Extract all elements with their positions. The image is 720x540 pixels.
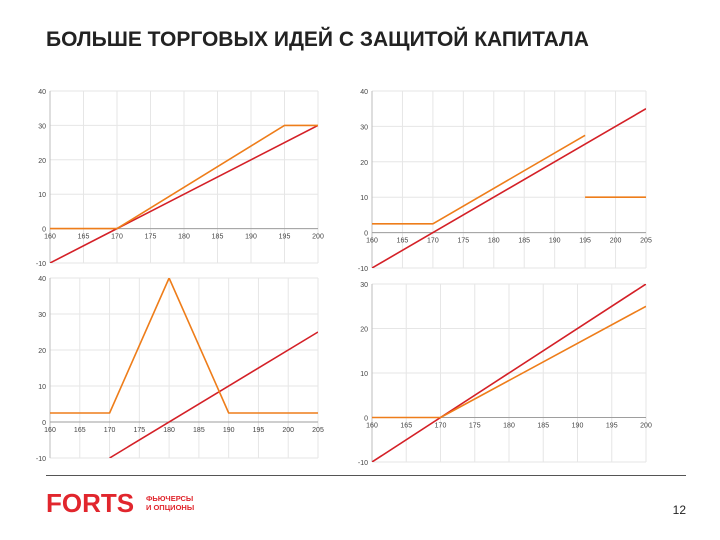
y-tick-label: 0	[42, 227, 46, 234]
x-tick-label: 190	[572, 423, 584, 430]
y-tick-label: 30	[360, 124, 368, 131]
y-tick-label: 10	[38, 192, 46, 199]
y-tick-label: 40	[38, 276, 46, 283]
y-tick-label: 40	[360, 89, 368, 96]
x-tick-label: 160	[366, 423, 378, 430]
x-tick-label: 185	[518, 238, 530, 245]
y-tick-label: 0	[42, 420, 46, 427]
y-tick-label: 10	[360, 371, 368, 378]
logo-tagline-1: ФЬЮЧЕРСЫ	[146, 494, 193, 503]
chart-svg: -10 0 10 20 30 40 160 165 170 175 180 185 190 195 200 2…	[358, 89, 652, 273]
series-line-2	[50, 278, 318, 414]
x-tick-label: 185	[193, 427, 205, 434]
y-tick-label: 20	[38, 158, 46, 165]
series-line-1	[50, 124, 318, 263]
x-tick-label: 195	[606, 423, 618, 430]
x-tick-label: 175	[145, 234, 157, 241]
series-group	[50, 124, 318, 263]
series-line-2	[372, 305, 646, 419]
y-tick-label: -10	[358, 460, 368, 467]
y-tick-label: 30	[38, 312, 46, 319]
x-tick-label: 195	[279, 234, 291, 241]
x-tick-label: 160	[44, 234, 56, 241]
x-tick-label: 180	[488, 238, 500, 245]
y-tick-label: 0	[364, 231, 368, 238]
x-tick-label: 160	[366, 238, 378, 245]
payoff-chart-4: -10 0 10 20 30 160 165 170 175 180 185 190 195 200	[352, 278, 662, 468]
x-tick-label: 185	[537, 423, 549, 430]
y-tick-label: -10	[36, 261, 46, 268]
x-tick-label: 165	[400, 423, 412, 430]
x-tick-label: 195	[253, 427, 265, 434]
y-tick-label: 30	[360, 282, 368, 289]
chart-svg: -10 0 10 20 30 40 160 165 170 175 180 185 190 195 200 2…	[36, 276, 324, 463]
y-tick-label: 20	[360, 327, 368, 334]
x-tick-label: 175	[469, 423, 481, 430]
y-tick-label: 0	[364, 416, 368, 423]
payoff-chart-3: -10 0 10 20 30 40 160 165 170 175 180 185 190 195 200 2…	[30, 272, 330, 467]
chart-svg: -10 0 10 20 30 160 165 170 175 180 185 190 195 200	[358, 282, 652, 467]
x-tick-label: 180	[178, 234, 190, 241]
x-tick-label: 185	[212, 234, 224, 241]
logo-tagline-2: И ОПЦИОНЫ	[146, 503, 194, 512]
x-tick-label: 190	[245, 234, 257, 241]
x-tick-label: 170	[111, 234, 123, 241]
chart-svg: -10 0 10 20 30 40 160 165 170 175 180 185 190 195 200	[36, 89, 324, 268]
series-line-1	[109, 331, 318, 458]
x-tick-label: 165	[74, 427, 86, 434]
series-line-1	[372, 108, 646, 268]
y-tick-label: 10	[38, 384, 46, 391]
y-tick-label: 20	[38, 348, 46, 355]
series-group	[372, 108, 646, 268]
page-title: БОЛЬШЕ ТОРГОВЫХ ИДЕЙ С ЗАЩИТОЙ КАПИТАЛА	[46, 28, 589, 51]
y-tick-label: -10	[358, 266, 368, 273]
x-tick-label: 160	[44, 427, 56, 434]
series-line-2	[372, 134, 586, 225]
x-tick-label: 200	[282, 427, 294, 434]
x-tick-label: 200	[610, 238, 622, 245]
series-group	[372, 284, 646, 462]
footer-divider	[46, 475, 686, 476]
y-tick-label: 20	[360, 160, 368, 167]
x-tick-label: 180	[503, 423, 515, 430]
series-line-2	[50, 124, 318, 230]
x-tick-label: 165	[78, 234, 90, 241]
x-tick-label: 180	[163, 427, 175, 434]
payoff-chart-1: -10 0 10 20 30 40 160 165 170 175 180 185 190 195 200	[30, 85, 330, 270]
series-line-1	[372, 284, 646, 462]
y-tick-label: 40	[38, 89, 46, 96]
x-tick-label: 170	[104, 427, 116, 434]
y-tick-label: -10	[36, 456, 46, 463]
x-tick-label: 200	[312, 234, 324, 241]
x-tick-label: 190	[549, 238, 561, 245]
x-tick-label: 195	[579, 238, 591, 245]
x-tick-label: 170	[427, 238, 439, 245]
x-tick-label: 200	[640, 423, 652, 430]
payoff-chart-2: -10 0 10 20 30 40 160 165 170 175 180 185 190 195 200 2…	[352, 85, 662, 275]
y-tick-label: 10	[360, 195, 368, 202]
x-tick-label: 175	[457, 238, 469, 245]
x-tick-label: 165	[397, 238, 409, 245]
forts-logo: FORTS ФЬЮЧЕРСЫ И ОПЦИОНЫ	[46, 488, 196, 518]
x-tick-label: 175	[133, 427, 145, 434]
x-tick-label: 170	[435, 423, 447, 430]
y-tick-label: 30	[38, 123, 46, 130]
x-tick-label: 190	[223, 427, 235, 434]
x-tick-label: 205	[312, 427, 324, 434]
logo-brand-text: FORTS	[46, 488, 134, 518]
x-tick-label: 205	[640, 238, 652, 245]
page-number: 12	[672, 503, 686, 517]
series-group	[50, 278, 318, 458]
